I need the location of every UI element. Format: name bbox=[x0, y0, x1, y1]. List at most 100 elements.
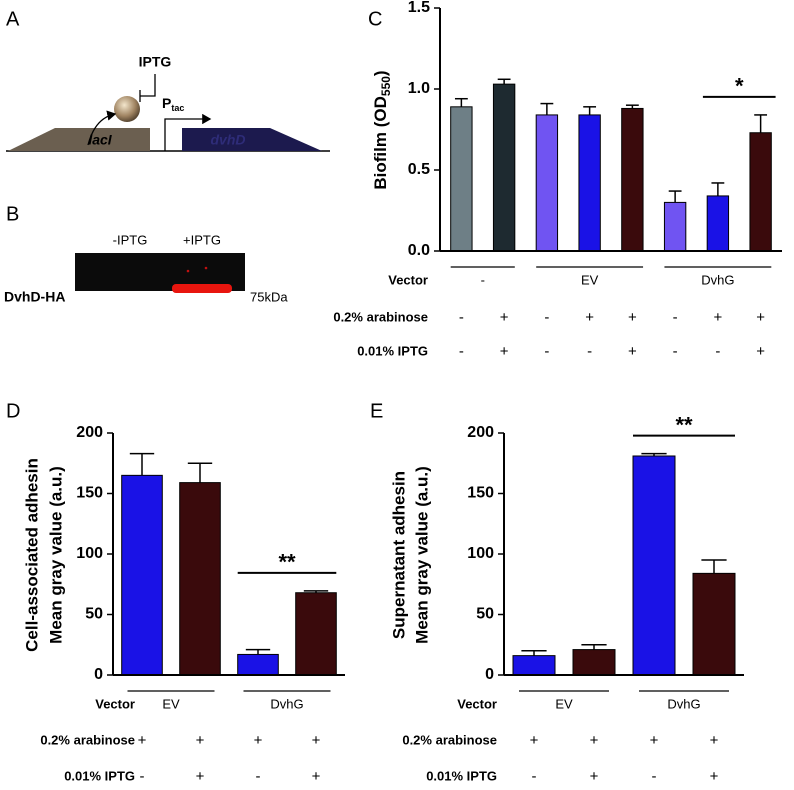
condition-sign: + bbox=[312, 768, 321, 785]
group-label: DvhG bbox=[701, 272, 734, 287]
condition-sign: - bbox=[532, 768, 537, 785]
bar bbox=[706, 195, 730, 252]
condition-sign: + bbox=[530, 732, 539, 749]
panel-label: C bbox=[368, 8, 382, 30]
condition-sign: + bbox=[628, 309, 637, 326]
condition-sign: + bbox=[585, 309, 594, 326]
bar bbox=[632, 455, 676, 676]
condition-sign: - bbox=[544, 343, 549, 360]
bar bbox=[121, 474, 163, 676]
condition-sign: + bbox=[500, 309, 509, 326]
bar bbox=[295, 592, 337, 676]
western-blot: -IPTG +IPTG DvhD-HA 75kDa bbox=[4, 232, 288, 304]
condition-sign: + bbox=[138, 732, 147, 749]
y-tick-label: 200 bbox=[76, 424, 103, 441]
row-label: 0.01% IPTG bbox=[357, 343, 428, 358]
y-tick-label: 200 bbox=[467, 424, 494, 441]
gene-label: lacI bbox=[88, 132, 112, 148]
row-label: 0.2% arabinose bbox=[402, 732, 497, 747]
bar bbox=[663, 201, 687, 252]
condition-sign: + bbox=[590, 768, 599, 785]
row-label: 0.2% arabinose bbox=[40, 732, 135, 747]
row-label: 0.01% IPTG bbox=[426, 768, 497, 783]
lane-label: -IPTG bbox=[113, 232, 148, 247]
marker-label: 75kDa bbox=[250, 289, 288, 304]
condition-sign: - bbox=[256, 768, 261, 785]
condition-sign: + bbox=[756, 309, 765, 326]
row-label: Vector bbox=[95, 696, 135, 711]
y-axis-label: Mean gray value (a.u.) bbox=[46, 466, 65, 644]
bar bbox=[535, 114, 559, 252]
y-axis-label: ) bbox=[371, 70, 390, 76]
condition-sign: + bbox=[500, 343, 509, 360]
bar bbox=[492, 83, 516, 252]
y-axis-label-sub: 550 bbox=[379, 76, 393, 96]
gene-label: dvhD bbox=[211, 132, 246, 148]
group-label: DvhG bbox=[270, 696, 303, 711]
y-tick-label: 50 bbox=[476, 606, 494, 623]
condition-sign: - bbox=[652, 768, 657, 785]
y-axis-label: Cell-associated adhesin bbox=[22, 458, 41, 652]
condition-sign: - bbox=[673, 309, 678, 326]
group-label: EV bbox=[581, 272, 599, 287]
condition-sign: - bbox=[587, 343, 592, 360]
promoter-label: Ptac bbox=[162, 95, 184, 114]
significance-label: * bbox=[735, 74, 744, 99]
y-axis-label: Biofilm (OD bbox=[371, 96, 390, 190]
condition-sign: - bbox=[459, 343, 464, 360]
significance-label: ** bbox=[278, 550, 296, 575]
y-tick-label: 0.0 bbox=[408, 242, 430, 259]
inducer-label: IPTG bbox=[139, 54, 172, 70]
condition-sign: + bbox=[756, 343, 765, 360]
promoter-sub: tac bbox=[171, 103, 184, 113]
y-tick-label: 100 bbox=[467, 545, 494, 562]
bar bbox=[179, 482, 221, 676]
y-axis-label: Biofilm (OD550) bbox=[371, 70, 393, 189]
bar bbox=[578, 114, 601, 252]
row-label: Vector bbox=[388, 272, 428, 287]
bar bbox=[237, 653, 279, 676]
y-axis-label: Mean gray value (a.u.) bbox=[412, 466, 431, 644]
lane-label: +IPTG bbox=[183, 232, 221, 247]
bar bbox=[749, 132, 772, 252]
group-label: EV bbox=[162, 696, 180, 711]
row-label: DvhD-HA bbox=[4, 289, 65, 305]
bar bbox=[572, 649, 616, 676]
y-tick-label: 1.0 bbox=[408, 80, 430, 97]
condition-sign: - bbox=[544, 309, 549, 326]
bar bbox=[512, 655, 556, 676]
condition-sign: + bbox=[196, 768, 205, 785]
row-label: 0.2% arabinose bbox=[333, 309, 428, 324]
bar bbox=[692, 572, 736, 676]
condition-sign: + bbox=[590, 732, 599, 749]
condition-sign: - bbox=[140, 768, 145, 785]
y-tick-label: 100 bbox=[76, 545, 103, 562]
row-label: 0.01% IPTG bbox=[64, 768, 135, 783]
y-tick-label: 0 bbox=[94, 666, 103, 683]
condition-sign: - bbox=[715, 343, 720, 360]
condition-sign: + bbox=[312, 732, 321, 749]
row-label: Vector bbox=[457, 696, 497, 711]
condition-sign: - bbox=[459, 309, 464, 326]
condition-sign: + bbox=[254, 732, 263, 749]
group-label: - bbox=[481, 272, 485, 287]
condition-sign: - bbox=[673, 343, 678, 360]
y-tick-label: 50 bbox=[85, 606, 103, 623]
group-label: EV bbox=[555, 696, 573, 711]
y-tick-label: 1.5 bbox=[408, 0, 430, 16]
bar bbox=[450, 106, 473, 252]
significance-label: ** bbox=[675, 412, 693, 437]
condition-sign: + bbox=[710, 768, 719, 785]
bar bbox=[621, 107, 644, 252]
condition-sign: + bbox=[650, 732, 659, 749]
y-tick-label: 150 bbox=[76, 485, 103, 502]
condition-sign: + bbox=[713, 309, 722, 326]
y-axis-label: Supernatant adhesin bbox=[389, 471, 408, 639]
condition-sign: + bbox=[628, 343, 637, 360]
panel-label: E bbox=[370, 400, 383, 422]
promoter-label: P bbox=[162, 95, 171, 111]
panel-label: A bbox=[6, 8, 20, 30]
promoter-diagram: lacI dvhD IPTG Ptac bbox=[6, 54, 330, 152]
y-tick-label: 150 bbox=[467, 485, 494, 502]
